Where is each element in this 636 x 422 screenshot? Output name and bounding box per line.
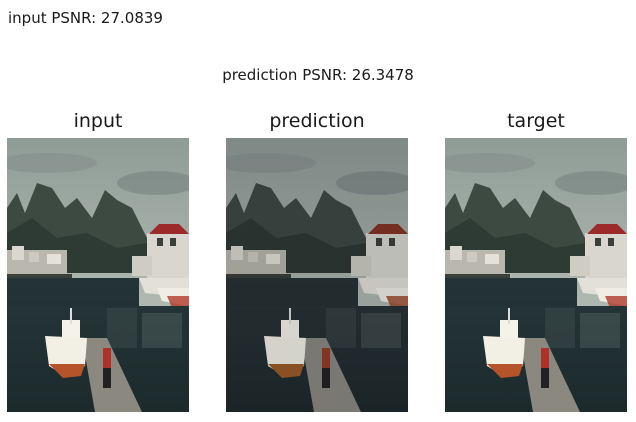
panel-input: input <box>7 110 189 412</box>
harbor-photo-target <box>445 138 627 412</box>
input-psnr-label: input PSNR: 27.0839 <box>8 9 163 27</box>
panel-title: input <box>73 110 123 132</box>
panel-prediction: prediction <box>226 110 408 412</box>
harbor-photo-prediction <box>226 138 408 412</box>
panel-title: prediction <box>269 110 365 132</box>
panel-title: target <box>507 110 565 132</box>
panel-target: target <box>445 110 627 412</box>
prediction-psnr-label: prediction PSNR: 26.3478 <box>222 66 414 84</box>
harbor-photo-input <box>7 138 189 412</box>
